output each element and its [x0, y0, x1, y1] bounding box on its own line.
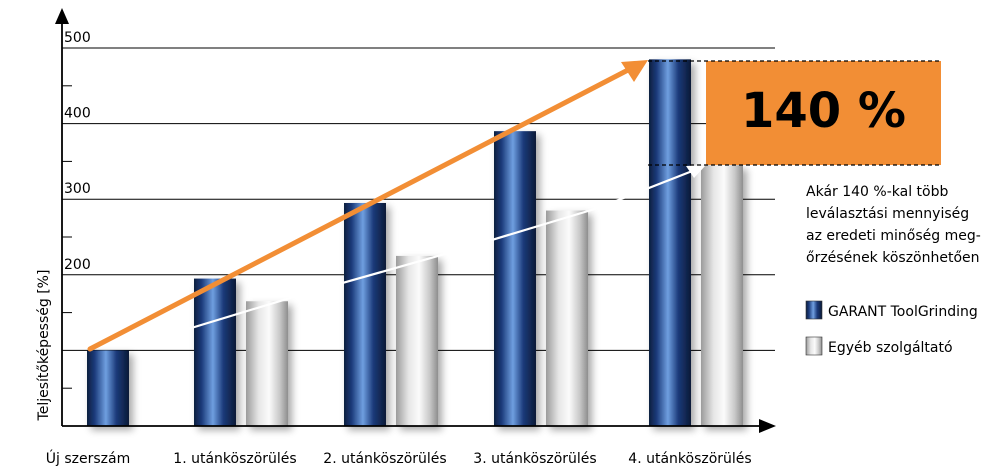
bar-other-3: [546, 210, 588, 426]
legend-label-0: GARANT ToolGrinding: [828, 304, 978, 320]
bar-garant-2: [344, 202, 386, 426]
bar-other-2: [396, 255, 438, 426]
labels: 200 300 400 500 Új szerszám 1. utánköszörülés…: [36, 30, 981, 467]
y-tick-label: 300: [64, 181, 91, 197]
annotation-line-2: az eredeti minőség meg-: [806, 228, 981, 244]
bar-garant-0: [87, 350, 129, 426]
x-tick-label: 2. utánköszörülés: [323, 451, 446, 467]
garant-trend-arrowhead: [621, 60, 648, 82]
x-tick-label: 3. utánköszörülés: [473, 451, 596, 467]
highlight-box: [706, 61, 941, 165]
legend-swatch-1: [805, 336, 823, 356]
garant-trend-arrow: [87, 67, 631, 352]
y-tick-label: 500: [64, 30, 91, 46]
y-tick-label: 200: [64, 257, 91, 273]
y-axis-label: Teljesítőképesség [%]: [36, 270, 52, 422]
highlight-box-layer: 140 %: [648, 60, 941, 166]
bar-garant-3: [494, 131, 536, 426]
bar-other-4: [701, 165, 743, 426]
x-tick-label: 4. utánköszörülés: [628, 451, 751, 467]
bar-garant-1: [194, 278, 236, 426]
y-tick-label: 400: [64, 106, 91, 122]
annotation-line-1: leválasztási mennyiség: [806, 206, 969, 222]
axis-ticks: [62, 85, 72, 389]
axes: [55, 8, 776, 433]
legend-swatch-0: [805, 300, 823, 320]
other-trend-line: [131, 166, 701, 348]
highlight-label: 140 %: [741, 83, 906, 139]
y-axis-arrowhead: [55, 8, 69, 24]
annotation-line-0: Akár 140 %-kal több: [806, 184, 948, 200]
x-tick-label: 1. utánköszörülés: [173, 451, 296, 467]
bar-other-1: [246, 301, 288, 426]
bar-garant-4: [649, 59, 691, 427]
annotation-line-3: őrzésének köszönhetően: [806, 250, 980, 266]
legend-label-1: Egyéb szolgáltató: [828, 340, 953, 356]
trend-arrows: [87, 60, 706, 352]
other-trend-arrowhead: [686, 165, 706, 178]
x-tick-label: Új szerszám: [46, 449, 130, 467]
bars: [87, 59, 743, 427]
x-axis-arrowhead: [759, 419, 776, 433]
